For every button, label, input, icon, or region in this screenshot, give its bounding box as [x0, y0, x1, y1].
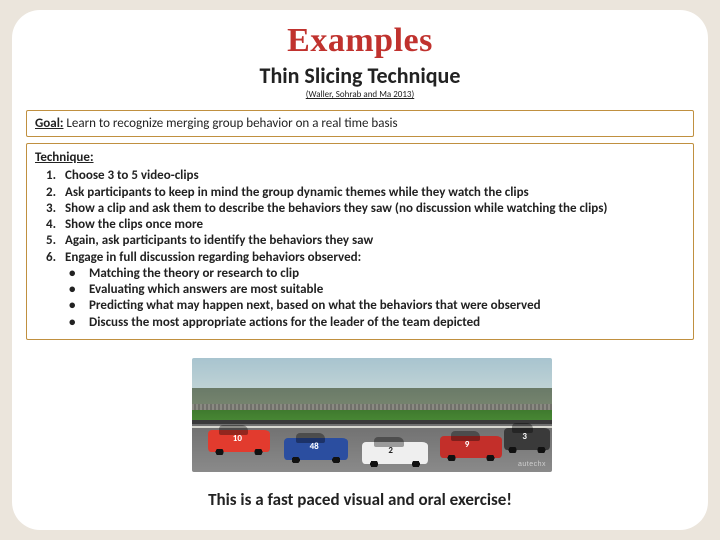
car-number: 48 [310, 441, 319, 452]
list-item: Again, ask participants to identify the … [59, 233, 685, 249]
list-item: Evaluating which answers are most suitab… [69, 282, 685, 298]
slide-card: Examples Thin Slicing Technique (Waller,… [12, 10, 708, 530]
slide-subtitle: Thin Slicing Technique [26, 62, 694, 89]
technique-label: Technique: [35, 150, 685, 166]
race-car: 10 [208, 430, 270, 452]
list-item: Engage in full discussion regarding beha… [59, 250, 685, 266]
image-watermark: autechx [518, 461, 546, 468]
race-car: 3 [504, 428, 550, 450]
car-number: 9 [465, 439, 470, 450]
goal-text: Learn to recognize merging group behavio… [63, 116, 397, 131]
technique-box: Technique: Choose 3 to 5 video-clips Ask… [26, 143, 694, 340]
car-number: 2 [388, 445, 393, 456]
car-number: 3 [522, 431, 527, 442]
race-car: 2 [362, 442, 428, 464]
race-car: 9 [440, 436, 502, 458]
citation-text: (Waller, Sohrab and Ma 2013) [26, 89, 694, 100]
technique-bullets: Matching the theory or research to clip … [35, 266, 685, 331]
list-item: Choose 3 to 5 video-clips [59, 168, 685, 184]
list-item: Predicting what may happen next, based o… [69, 298, 685, 314]
race-car: 48 [284, 438, 348, 460]
list-item: Show the clips once more [59, 217, 685, 233]
list-item: Matching the theory or research to clip [69, 266, 685, 282]
car-number: 10 [233, 433, 242, 444]
slide-title: Examples [26, 22, 694, 60]
goal-box: Goal: Learn to recognize merging group b… [26, 110, 694, 137]
goal-label: Goal: [35, 116, 63, 131]
technique-steps: Choose 3 to 5 video-clips Ask participan… [35, 168, 685, 266]
closing-text: This is a fast paced visual and oral exe… [12, 489, 708, 510]
list-item: Discuss the most appropriate actions for… [69, 315, 685, 331]
list-item: Show a clip and ask them to describe the… [59, 201, 685, 217]
race-image: 10 48 2 9 3 autechx [192, 358, 552, 472]
list-item: Ask participants to keep in mind the gro… [59, 185, 685, 201]
